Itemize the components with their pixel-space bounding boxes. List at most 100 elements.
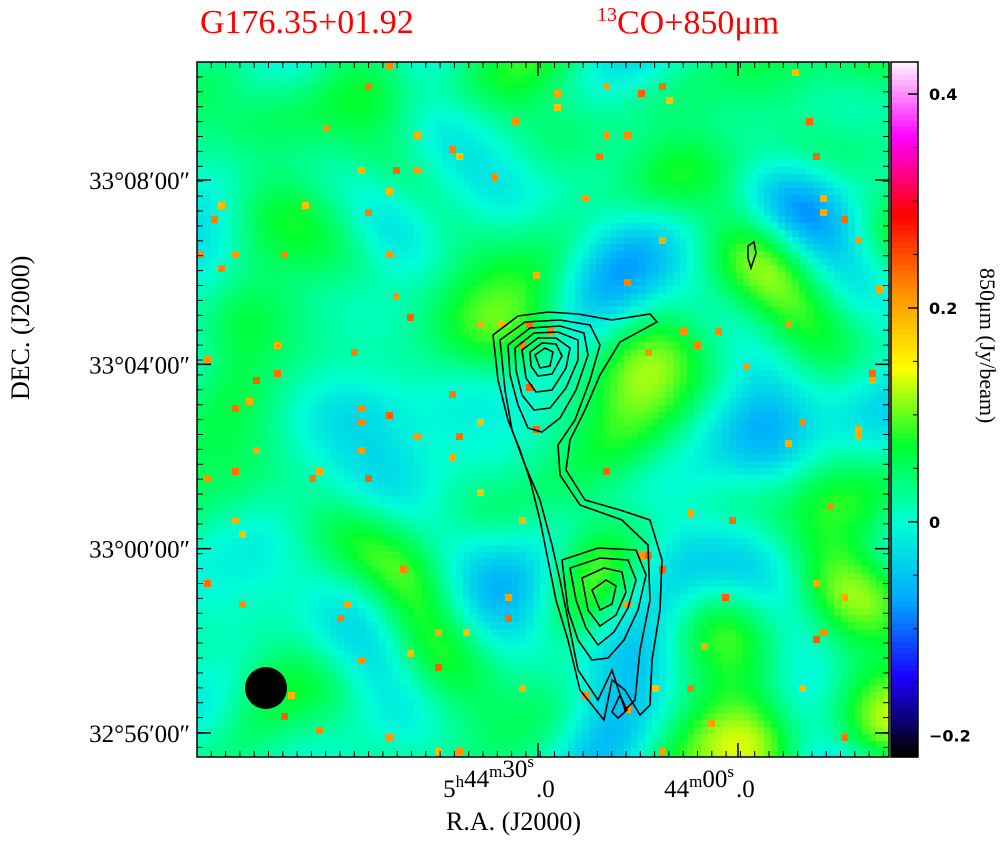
heatmap-cell (680, 349, 687, 356)
heatmap-cell (302, 167, 309, 174)
heatmap-cell (750, 90, 757, 97)
heatmap-cell (869, 125, 876, 132)
heatmap-cell (596, 104, 603, 111)
heatmap-cell (407, 328, 414, 335)
heatmap-cell (505, 195, 512, 202)
heatmap-cell (659, 62, 666, 69)
heatmap-cell (568, 265, 575, 272)
heatmap-cell (463, 314, 470, 321)
heatmap-cell (463, 293, 470, 300)
heatmap-cell (372, 398, 379, 405)
heatmap-cell (204, 216, 211, 223)
heatmap-cell (491, 405, 498, 412)
heatmap-cell (463, 391, 470, 398)
heatmap-cell (309, 104, 316, 111)
heatmap-cell (554, 307, 561, 314)
heatmap-cell (470, 335, 477, 342)
heatmap-cell (785, 370, 792, 377)
heatmap-cell (204, 314, 211, 321)
heatmap-cell (869, 195, 876, 202)
heatmap-cell (582, 363, 589, 370)
heatmap-cell (561, 342, 568, 349)
heatmap-cell (596, 307, 603, 314)
heatmap-cell (484, 167, 491, 174)
heatmap-cell (218, 139, 225, 146)
heatmap-cell (470, 349, 477, 356)
heatmap-cell (204, 160, 211, 167)
heatmap-cell (407, 69, 414, 76)
heatmap-cell (197, 349, 204, 356)
heatmap-cell (603, 363, 610, 370)
heatmap-cell (645, 328, 652, 335)
heatmap-cell (582, 153, 589, 160)
heatmap-cell (554, 104, 561, 111)
heatmap-cell (428, 195, 435, 202)
heatmap-cell (274, 97, 281, 104)
heatmap-cell (715, 160, 722, 167)
heatmap-cell (491, 370, 498, 377)
heatmap-cell (778, 307, 785, 314)
heatmap-cell (456, 160, 463, 167)
heatmap-cell (421, 405, 428, 412)
heatmap-cell (267, 230, 274, 237)
heatmap-cell (820, 307, 827, 314)
heatmap-cell (575, 223, 582, 230)
heatmap-cell (498, 76, 505, 83)
heatmap-cell (386, 251, 393, 258)
heatmap-cell (554, 167, 561, 174)
heatmap-cell (743, 118, 750, 125)
heatmap-cell (435, 174, 442, 181)
heatmap-cell (708, 202, 715, 209)
heatmap-cell (330, 188, 337, 195)
heatmap-cell (687, 139, 694, 146)
heatmap-cell (526, 265, 533, 272)
heatmap-cell (239, 251, 246, 258)
heatmap-cell (673, 391, 680, 398)
heatmap-cell (883, 139, 889, 146)
heatmap-cell (771, 188, 778, 195)
heatmap-cell (526, 223, 533, 230)
heatmap-cell (519, 153, 526, 160)
heatmap-cell (407, 125, 414, 132)
heatmap-cell (694, 391, 701, 398)
heatmap-cell (862, 76, 869, 83)
heatmap-cell (344, 181, 351, 188)
heatmap-cell (645, 251, 652, 258)
heatmap-cell (386, 160, 393, 167)
heatmap-cell (624, 356, 631, 363)
heatmap-cell (239, 111, 246, 118)
heatmap-cell (470, 90, 477, 97)
heatmap-cell (449, 342, 456, 349)
heatmap-cell (799, 216, 806, 223)
heatmap-cell (442, 377, 449, 384)
heatmap-cell (253, 398, 260, 405)
heatmap-cell (554, 181, 561, 188)
heatmap-cell (799, 69, 806, 76)
heatmap-cell (736, 76, 743, 83)
heatmap-cell (218, 286, 225, 293)
heatmap-cell (617, 384, 624, 391)
heatmap-cell (365, 146, 372, 153)
heatmap-cell (799, 76, 806, 83)
heatmap-cell (253, 328, 260, 335)
heatmap-cell (589, 174, 596, 181)
heatmap-cell (582, 356, 589, 363)
heatmap-cell (834, 321, 841, 328)
heatmap-cell (575, 160, 582, 167)
heatmap-cell (484, 412, 491, 419)
heatmap-cell (554, 286, 561, 293)
heatmap-cell (463, 223, 470, 230)
heatmap-cell (449, 153, 456, 160)
heatmap-cell (295, 244, 302, 251)
heatmap-cell (533, 391, 540, 398)
heatmap-cell (505, 160, 512, 167)
heatmap-cell (428, 230, 435, 237)
heatmap-cell (512, 146, 519, 153)
heatmap-cell (533, 377, 540, 384)
heatmap-cell (463, 146, 470, 153)
heatmap-cell (883, 188, 889, 195)
heatmap-cell (764, 321, 771, 328)
heatmap-cell (799, 104, 806, 111)
heatmap-cell (218, 125, 225, 132)
heatmap-cell (211, 209, 218, 216)
